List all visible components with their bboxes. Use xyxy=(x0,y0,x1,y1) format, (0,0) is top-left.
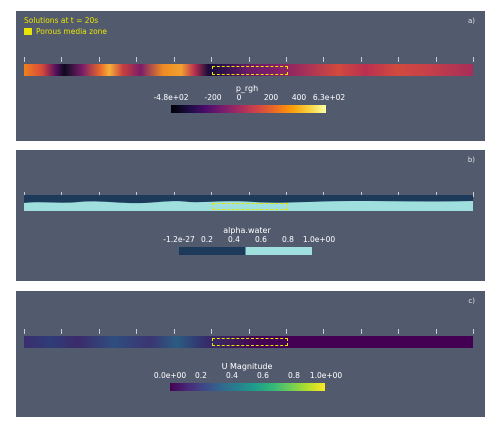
colorbar-tick: 0.8 xyxy=(282,235,294,244)
domain-tick-mark xyxy=(360,329,362,334)
colorbar-title-c: U Magnitude xyxy=(221,362,273,371)
colorbar-ticks-a: -4.8e+02 -200 0 200 400 6.3e+02 xyxy=(153,93,345,103)
colorbar-tick: 200 xyxy=(263,93,279,102)
colorbar-tick: -1.2e-27 xyxy=(163,235,195,244)
colorbar-ticks-c: 0.0e+00 0.2 0.4 0.6 0.8 1.0e+00 xyxy=(154,371,342,381)
p-rgh-field xyxy=(24,64,473,76)
u-magnitude-field xyxy=(24,336,473,348)
colorbar-title-a: p_rgh xyxy=(235,84,259,93)
domain-tick-mark xyxy=(24,57,25,62)
panel-alpha-water: b) alpha.water -1.2e-27 0.2 0.4 0.6 0.8 … xyxy=(16,150,485,281)
domain-tick-mark xyxy=(24,329,25,334)
colorbar-tick: 0.6 xyxy=(257,371,269,380)
legend-title: Solutions at t = 20s xyxy=(24,16,99,25)
legend-porous-zone: Porous media zone xyxy=(24,27,107,36)
domain-tick-mark xyxy=(173,192,175,197)
domain-tick-mark xyxy=(24,192,25,197)
domain-tick-mark xyxy=(398,329,400,334)
domain-ticks-c xyxy=(24,329,474,335)
water-surface xyxy=(24,201,473,211)
domain-tick-mark xyxy=(173,57,175,62)
domain-tick-mark xyxy=(435,192,437,197)
porous-zone-swatch xyxy=(24,28,32,35)
domain-tick-mark xyxy=(136,329,138,334)
domain-tick-mark xyxy=(323,192,325,197)
domain-tick-mark xyxy=(473,57,474,62)
domain-tick-mark xyxy=(248,57,250,62)
legend-porous-label: Porous media zone xyxy=(36,27,108,36)
colorbar-tick: 0.2 xyxy=(201,235,213,244)
colorbar-tick: 0.4 xyxy=(228,235,240,244)
domain-tick-mark xyxy=(323,329,325,334)
colorbar-tick: 0.0e+00 xyxy=(153,371,187,380)
domain-tick-mark xyxy=(136,192,138,197)
colorbar-tick: 0.4 xyxy=(226,371,238,380)
colorbar-u-magnitude xyxy=(170,383,325,391)
domain-tick-mark xyxy=(248,192,250,197)
panel-label-c: c) xyxy=(468,297,475,305)
porous-zone-outline-c xyxy=(212,338,288,346)
porous-zone-outline-a xyxy=(212,66,288,75)
domain-tick-mark xyxy=(323,57,325,62)
colorbar-tick: 0.2 xyxy=(195,371,207,380)
domain-tick-mark xyxy=(285,57,287,62)
colorbar-ticks-b: -1.2e-27 0.2 0.4 0.6 0.8 1.0e+00 xyxy=(163,235,335,245)
domain-tick-mark xyxy=(98,192,100,197)
domain-tick-mark xyxy=(211,192,213,197)
colorbar-tick: 6.3e+02 xyxy=(312,93,346,102)
colorbar-tick: -200 xyxy=(204,93,222,102)
panel-p-rgh: Solutions at t = 20s Porous media zone a… xyxy=(16,11,485,141)
colorbar-tick: -4.8e+02 xyxy=(153,93,189,102)
colorbar-title-b: alpha.water xyxy=(223,226,271,235)
colorbar-tick: 1.0e+00 xyxy=(309,371,343,380)
panel-label-b: b) xyxy=(467,156,475,164)
colorbar-alpha-water xyxy=(179,247,312,255)
domain-tick-mark xyxy=(98,329,100,334)
domain-tick-mark xyxy=(248,329,250,334)
domain-tick-mark xyxy=(360,192,362,197)
domain-tick-mark xyxy=(435,329,437,334)
colorbar-tick: 0.6 xyxy=(255,235,267,244)
porous-zone-outline-b xyxy=(212,203,288,210)
colorbar-tick: 0 xyxy=(236,93,242,102)
panel-label-a: a) xyxy=(467,17,475,25)
domain-tick-mark xyxy=(61,329,63,334)
colorbar-p-rgh xyxy=(171,105,326,113)
domain-tick-mark xyxy=(61,57,63,62)
domain-tick-mark xyxy=(473,329,474,334)
colorbar-tick: 1.0e+00 xyxy=(302,235,336,244)
domain-tick-mark xyxy=(211,57,213,62)
domain-tick-mark xyxy=(398,57,400,62)
domain-tick-mark xyxy=(398,192,400,197)
domain-tick-mark xyxy=(61,192,63,197)
domain-tick-mark xyxy=(285,329,287,334)
domain-tick-mark xyxy=(360,57,362,62)
domain-ticks-b xyxy=(24,192,474,198)
panel-u-magnitude: c) U Magnitude 0.0e+00 0.2 0.4 0.6 0.8 1… xyxy=(16,291,485,417)
domain-tick-mark xyxy=(435,57,437,62)
domain-tick-mark xyxy=(473,192,474,197)
domain-tick-mark xyxy=(211,329,213,334)
colorbar-tick: 400 xyxy=(291,93,307,102)
domain-tick-mark xyxy=(173,329,175,334)
domain-tick-mark xyxy=(285,192,287,197)
domain-tick-mark xyxy=(136,57,138,62)
domain-tick-mark xyxy=(98,57,100,62)
domain-ticks-a xyxy=(24,57,474,63)
colorbar-tick: 0.8 xyxy=(288,371,300,380)
